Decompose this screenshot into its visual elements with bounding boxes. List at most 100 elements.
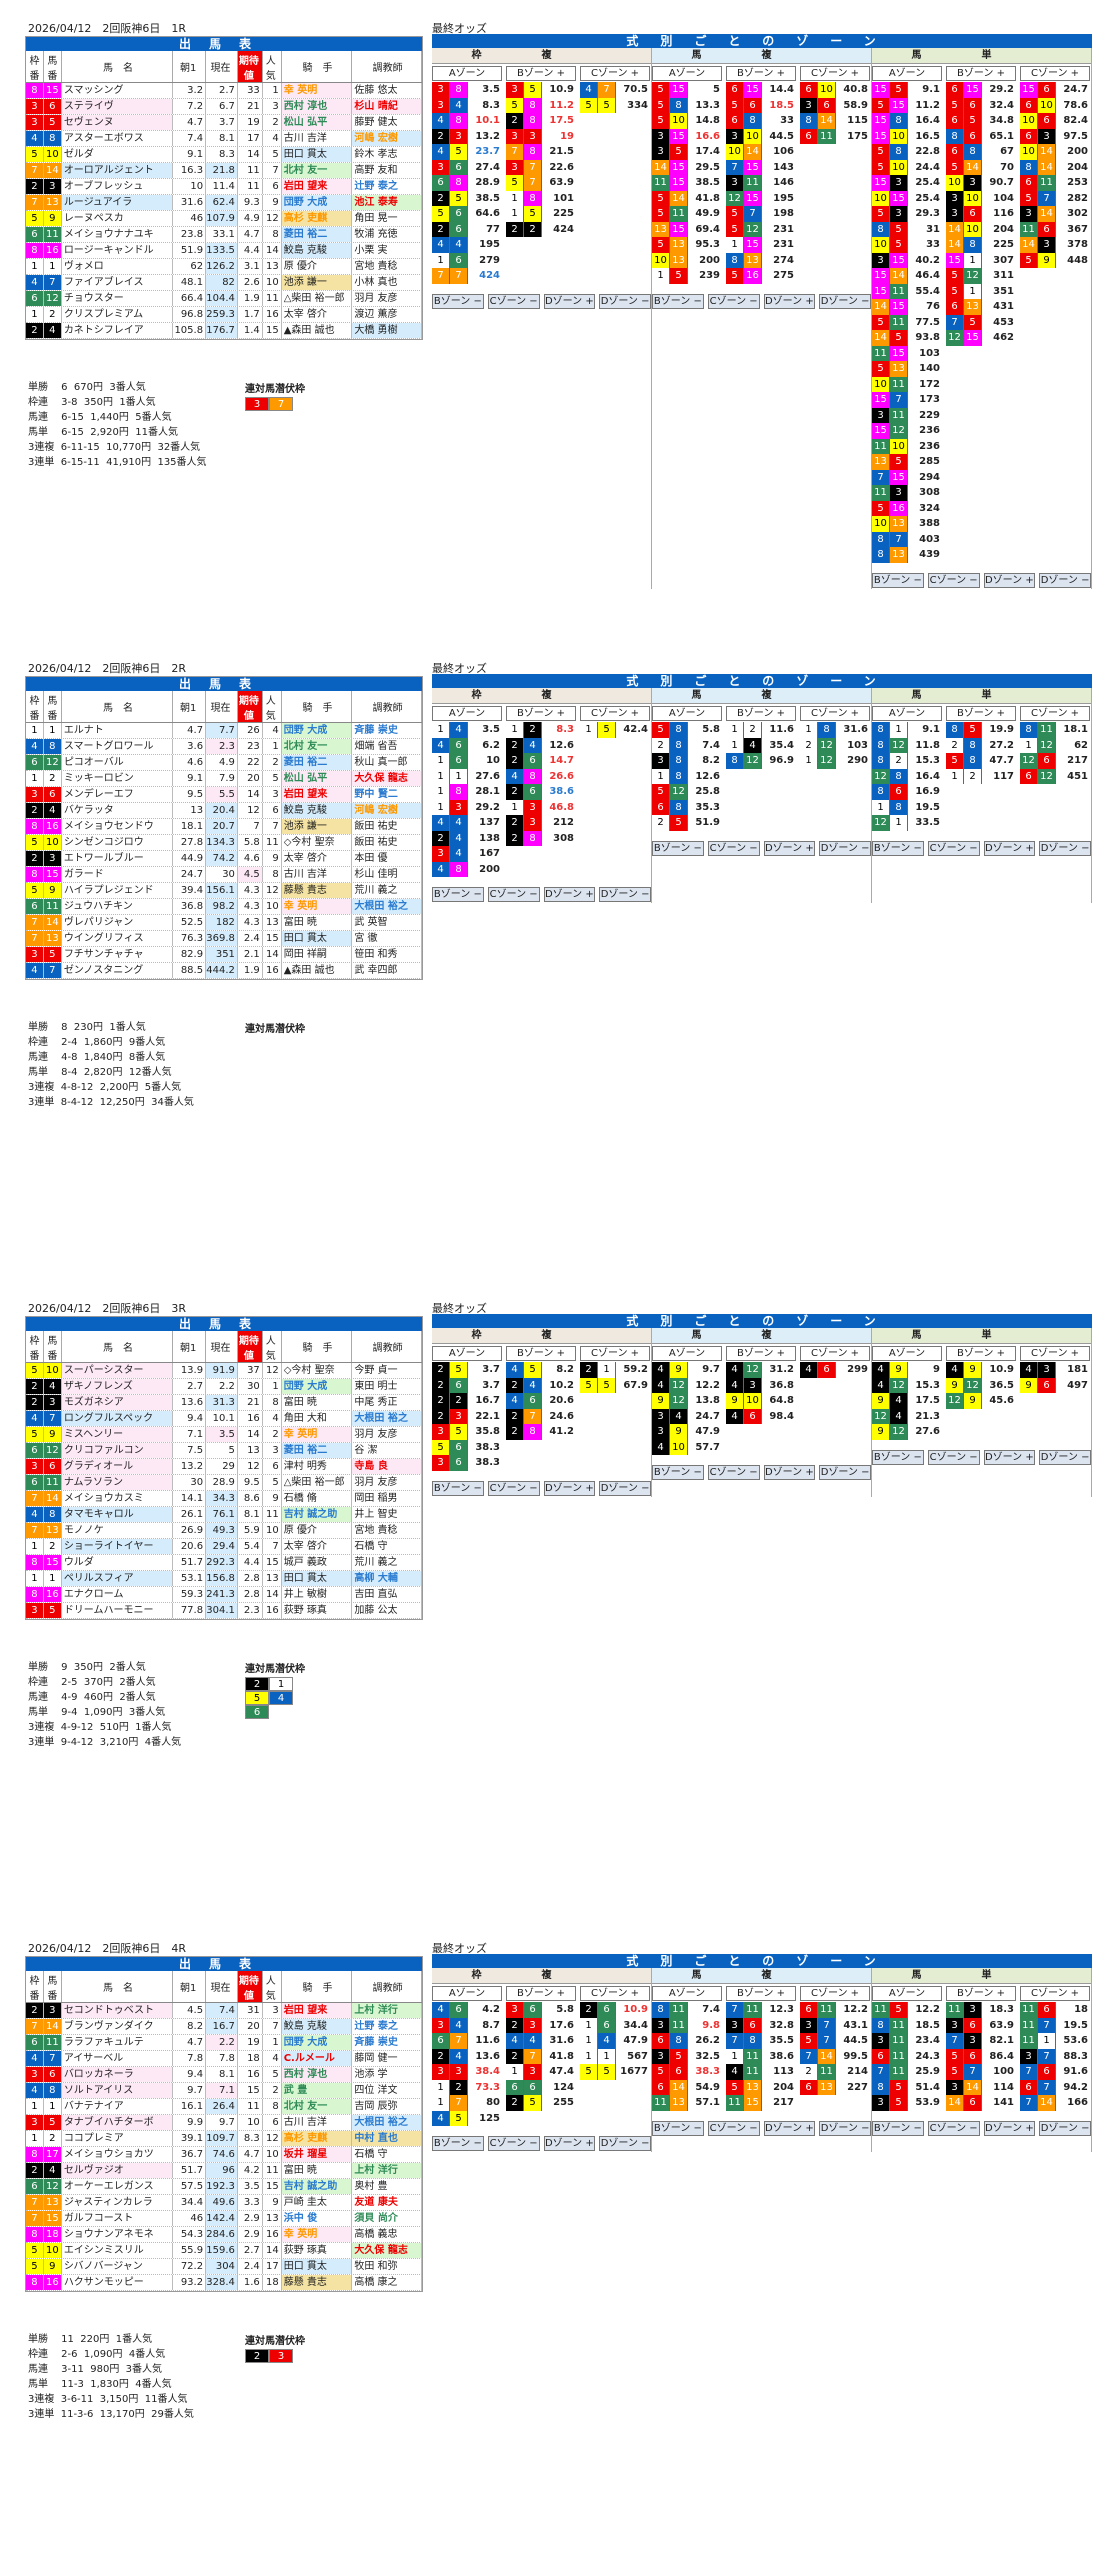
table-row[interactable]: 7 13 ジャスティンカレラ 34.4 49.6 3.3 9 戸崎 圭太 友道 康夫: [26, 2195, 422, 2211]
table-row[interactable]: 8 18 ショウナンアネモネ 54.3 284.6 2.9 16 幸 英明 高橋 義忠: [26, 2227, 422, 2243]
zone-row[interactable]: 8 13 274: [726, 252, 796, 268]
zone-row[interactable]: 1 3 47.4: [506, 2064, 576, 2080]
zone-row[interactable]: 4 5 125: [432, 2110, 502, 2126]
zone-row[interactable]: 5 6 86.4: [946, 2048, 1016, 2064]
horse-name[interactable]: ハクサンモッピー: [62, 2275, 174, 2290]
zone-header[interactable]: Cゾーン +: [580, 706, 650, 721]
zone-row[interactable]: 3 14 302: [1020, 206, 1090, 222]
zone-row[interactable]: 6 3 97.5: [1020, 128, 1090, 144]
horse-name[interactable]: フチサンチャチャ: [62, 947, 174, 962]
zone-row[interactable]: 4 10 57.7: [652, 1439, 722, 1455]
zone-row[interactable]: 4 5 23.7: [432, 144, 502, 160]
zone-header[interactable]: Dゾーン +: [983, 572, 1036, 588]
zone-row[interactable]: 3 3 38.4: [432, 2064, 502, 2080]
zone-row[interactable]: 6 13 431: [946, 299, 1016, 315]
zone-header[interactable]: Cゾーン −: [487, 293, 540, 309]
table-row[interactable]: 8 15 スマッシング 3.2 2.7 33 1 幸 英明 佐藤 悠太: [26, 83, 422, 99]
zone-row[interactable]: 1 1 567: [580, 2048, 650, 2064]
zone-header[interactable]: Bゾーン −: [432, 2136, 484, 2151]
horse-name[interactable]: アイサーベル: [62, 2051, 174, 2066]
zone-header[interactable]: Aゾーン: [652, 1346, 722, 1361]
zone-row[interactable]: 10 14 106: [726, 144, 796, 160]
zone-header[interactable]: Bゾーン +: [946, 66, 1016, 81]
zone-row[interactable]: 6 8 35.3: [652, 799, 722, 815]
zone-header[interactable]: Cゾーン −: [707, 2120, 760, 2136]
horse-name[interactable]: ガラード: [62, 867, 174, 882]
zone-row[interactable]: 6 10 78.6: [1020, 97, 1090, 113]
zone-row[interactable]: 11 7 19.5: [1020, 2017, 1090, 2033]
zone-header[interactable]: Dゾーン +: [763, 293, 816, 309]
table-row[interactable]: 7 15 ガルフコースト 46 142.4 2.9 13 浜中 俊須貝 尚介: [26, 2211, 422, 2227]
table-row[interactable]: 3 5 タナブイハチターボ 9.9 9.7 10 6 古川 吉洋 大根田 裕之: [26, 2115, 422, 2131]
zone-row[interactable]: 2 3 212: [506, 815, 576, 831]
table-row[interactable]: 8 15 ウルダ 51.7 292.3 4.4 15 城戸 義政 荒川 義之: [26, 1555, 422, 1571]
zone-row[interactable]: 5 10 24.4: [872, 159, 942, 175]
zone-row[interactable]: 15 5 9.1: [872, 82, 942, 98]
horse-name[interactable]: スマッシング: [62, 83, 174, 98]
zone-row[interactable]: 5 12 231: [726, 221, 796, 237]
zone-row[interactable]: 3 4 8.7: [432, 2017, 502, 2033]
zone-row[interactable]: 8 12 96.9: [726, 753, 796, 769]
table-row[interactable]: 5 9 ハイラプレジェンド 39.4 156.1 4.3 12 藤懸 貴志 荒川 義之: [26, 883, 422, 899]
zone-row[interactable]: 2 8 41.2: [506, 1424, 576, 1440]
zone-row[interactable]: 8 14 115: [800, 113, 870, 129]
zone-row[interactable]: 6 11 24.3: [872, 2048, 942, 2064]
zone-row[interactable]: 11 15 103: [872, 345, 942, 361]
zone-header[interactable]: Dゾーン +: [543, 887, 596, 902]
horse-name[interactable]: シンゼンコジロウ: [62, 835, 174, 850]
zone-row[interactable]: 11 3 18.3: [946, 2002, 1016, 2018]
table-row[interactable]: 5 9 ミスヘンリー 7.1 3.5 14 2 幸 英明 羽月 友彦: [26, 1427, 422, 1443]
zone-row[interactable]: 6 15 14.4: [726, 82, 796, 98]
zone-row[interactable]: 11 15 217: [726, 2095, 796, 2111]
zone-header[interactable]: Cゾーン +: [800, 1986, 870, 2001]
zone-row[interactable]: 4 5 8.2: [506, 1362, 576, 1378]
table-row[interactable]: 8 17 メイショウショカツ 36.7 74.6 4.7 10 坂井 瑠星 石橋 守: [26, 2147, 422, 2163]
zone-row[interactable]: 1 2 117: [946, 768, 1016, 784]
zone-header[interactable]: Bゾーン +: [506, 1986, 576, 2001]
zone-row[interactable]: 12 1 33.5: [872, 815, 942, 831]
zone-row[interactable]: 14 6 141: [946, 2095, 1016, 2111]
zone-row[interactable]: 11 6 18: [1020, 2002, 1090, 2018]
zone-row[interactable]: 9 12 36.5: [946, 1377, 1016, 1393]
zone-row[interactable]: 5 15 5: [652, 82, 722, 98]
zone-header[interactable]: Bゾーン +: [946, 1346, 1016, 1361]
zone-row[interactable]: 3 14 114: [946, 2079, 1016, 2095]
zone-header[interactable]: Bゾーン −: [652, 293, 704, 309]
horse-name[interactable]: ガルフコースト: [62, 2211, 174, 2226]
zone-row[interactable]: 3 6 116: [946, 206, 1016, 222]
zone-row[interactable]: 12 15 462: [946, 330, 1016, 346]
zone-row[interactable]: 4 12 15.3: [872, 1377, 942, 1393]
zone-row[interactable]: 15 14 46.4: [872, 268, 942, 284]
horse-name[interactable]: モノノケ: [62, 1523, 174, 1538]
zone-header[interactable]: Dゾーン +: [763, 2120, 816, 2136]
zone-row[interactable]: 6 14 54.9: [652, 2079, 722, 2095]
horse-name[interactable]: オーロアルジェント: [61, 163, 174, 178]
zone-row[interactable]: 4 8 26.6: [506, 768, 576, 784]
zone-row[interactable]: 6 10 40.8: [800, 82, 870, 98]
zone-row[interactable]: 3 10 104: [946, 190, 1016, 206]
zone-row[interactable]: 7 14 99.5: [800, 2048, 870, 2064]
zone-row[interactable]: 1 11 38.6: [726, 2048, 796, 2064]
table-row[interactable]: 3 6 グラディオール 13.2 29 12 6 津村 明秀 寺島 良: [26, 1459, 422, 1475]
zone-row[interactable]: 1 3 46.8: [506, 799, 576, 815]
horse-name[interactable]: メイショウショカツ: [62, 2147, 174, 2162]
table-row[interactable]: 6 11 ジュウハチキン 36.8 98.2 4.3 10 幸 英明 大根田 裕之: [26, 899, 422, 915]
horse-name[interactable]: ステライヴ: [61, 99, 174, 114]
zone-row[interactable]: 10 6 82.4: [1020, 113, 1090, 129]
horse-name[interactable]: セルヴァジオ: [61, 2163, 174, 2178]
horse-name[interactable]: メイショウセンドウ: [62, 819, 174, 834]
zone-row[interactable]: 3 11 146: [726, 175, 796, 191]
horse-name[interactable]: ザキノフレンズ: [61, 1379, 174, 1394]
zone-row[interactable]: 2 4 13.6: [432, 2048, 502, 2064]
zone-header[interactable]: Cゾーン −: [487, 887, 540, 902]
zone-row[interactable]: 1 15 231: [726, 237, 796, 253]
zone-row[interactable]: 2 12 103: [800, 737, 870, 753]
zone-row[interactable]: 5 6 38.3: [432, 1439, 502, 1455]
zone-row[interactable]: 6 15 29.2: [946, 82, 1016, 98]
zone-row[interactable]: 8 6 65.1: [946, 128, 1016, 144]
zone-row[interactable]: 5 6 32.4: [946, 97, 1016, 113]
table-row[interactable]: 5 9 レーヌペスカ 46 107.9 4.9 12 高杉 吏麒 角田 晃一: [26, 211, 422, 227]
horse-name[interactable]: モズガネシア: [61, 1395, 174, 1410]
horse-name[interactable]: エトワールブルー: [62, 851, 174, 866]
table-row[interactable]: 8 16 エナクローム 59.3 241.3 2.8 14 井上 敏樹 吉田 直弘: [26, 1587, 422, 1603]
